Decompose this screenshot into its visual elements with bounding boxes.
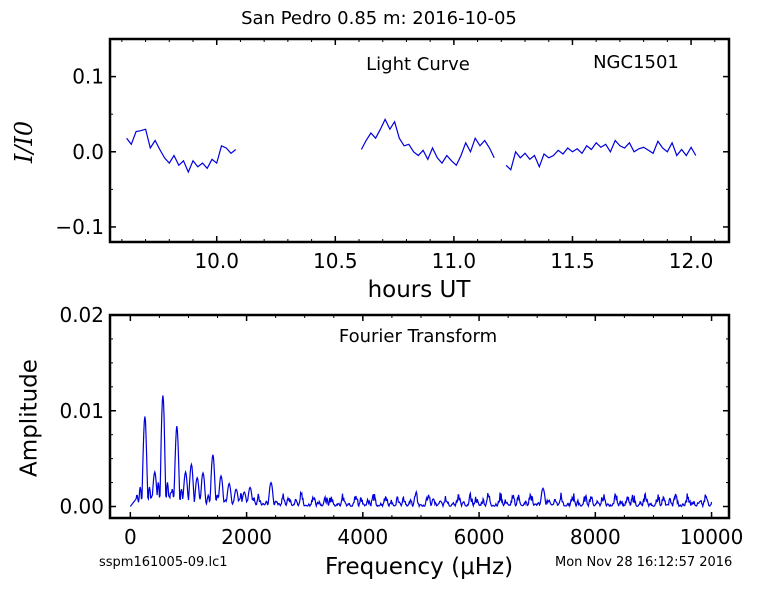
light-curve-panel-label: Light Curve — [366, 54, 470, 75]
figure-title: San Pedro 0.85 m: 2016-10-05 — [241, 8, 517, 29]
light-curve-series-1 — [126, 128, 237, 174]
fourier-x-tick-label: 0 — [124, 525, 137, 549]
light-curve-x-tick-label: 11.5 — [550, 249, 595, 273]
fourier-x-tick-label: 10000 — [680, 525, 744, 549]
fourier-x-tick-label: 2000 — [221, 525, 272, 549]
fourier-x-tick-label: 8000 — [570, 525, 621, 549]
light-curve-x-tick-label: 10.0 — [194, 249, 239, 273]
object-name-label: NGC1501 — [593, 52, 679, 73]
light-curve-series-2 — [360, 118, 495, 167]
fourier-y-axis-label: Amplitude — [16, 359, 43, 477]
light-curve-y-tick-label: 0.0 — [72, 140, 104, 164]
fourier-axes-frame — [108, 313, 731, 520]
fourier-transform-panel: 0 2000 4000 6000 8000 10000 0.00 0.01 0.02 Fourie… — [59, 303, 743, 549]
fourier-y-tick-label: 0.00 — [59, 495, 104, 519]
light-curve-x-tick-label: 12.0 — [669, 249, 714, 273]
light-curve-y-tick-label: −0.1 — [55, 215, 104, 239]
light-curve-x-axis-label: hours UT — [367, 277, 471, 303]
fourier-x-tick-label: 6000 — [454, 525, 505, 549]
fourier-x-tick-label: 4000 — [337, 525, 388, 549]
fourier-y-tick-label: 0.02 — [59, 303, 104, 327]
fourier-panel-label: Fourier Transform — [339, 326, 497, 347]
light-curve-series-3 — [505, 139, 697, 171]
light-curve-axes-frame — [108, 37, 731, 244]
fourier-x-axis-label: Frequency (μHz) — [324, 554, 514, 580]
light-curve-y-axis-label: I/I0 — [10, 120, 38, 164]
generation-timestamp: Mon Nov 28 16:12:57 2016 — [555, 555, 733, 570]
light-curve-x-tick-label: 10.5 — [313, 249, 358, 273]
fourier-amplitude-series — [129, 395, 713, 509]
light-curve-panel: 10.0 10.5 11.0 11.5 12.0 −0.1 0.0 0.1 Light Curv… — [55, 37, 731, 273]
source-filename: sspm161005-09.lc1 — [99, 555, 228, 570]
light-curve-y-tick-label: 0.1 — [72, 65, 104, 89]
fourier-y-tick-label: 0.01 — [59, 399, 104, 423]
light-curve-x-tick-label: 11.0 — [432, 249, 477, 273]
